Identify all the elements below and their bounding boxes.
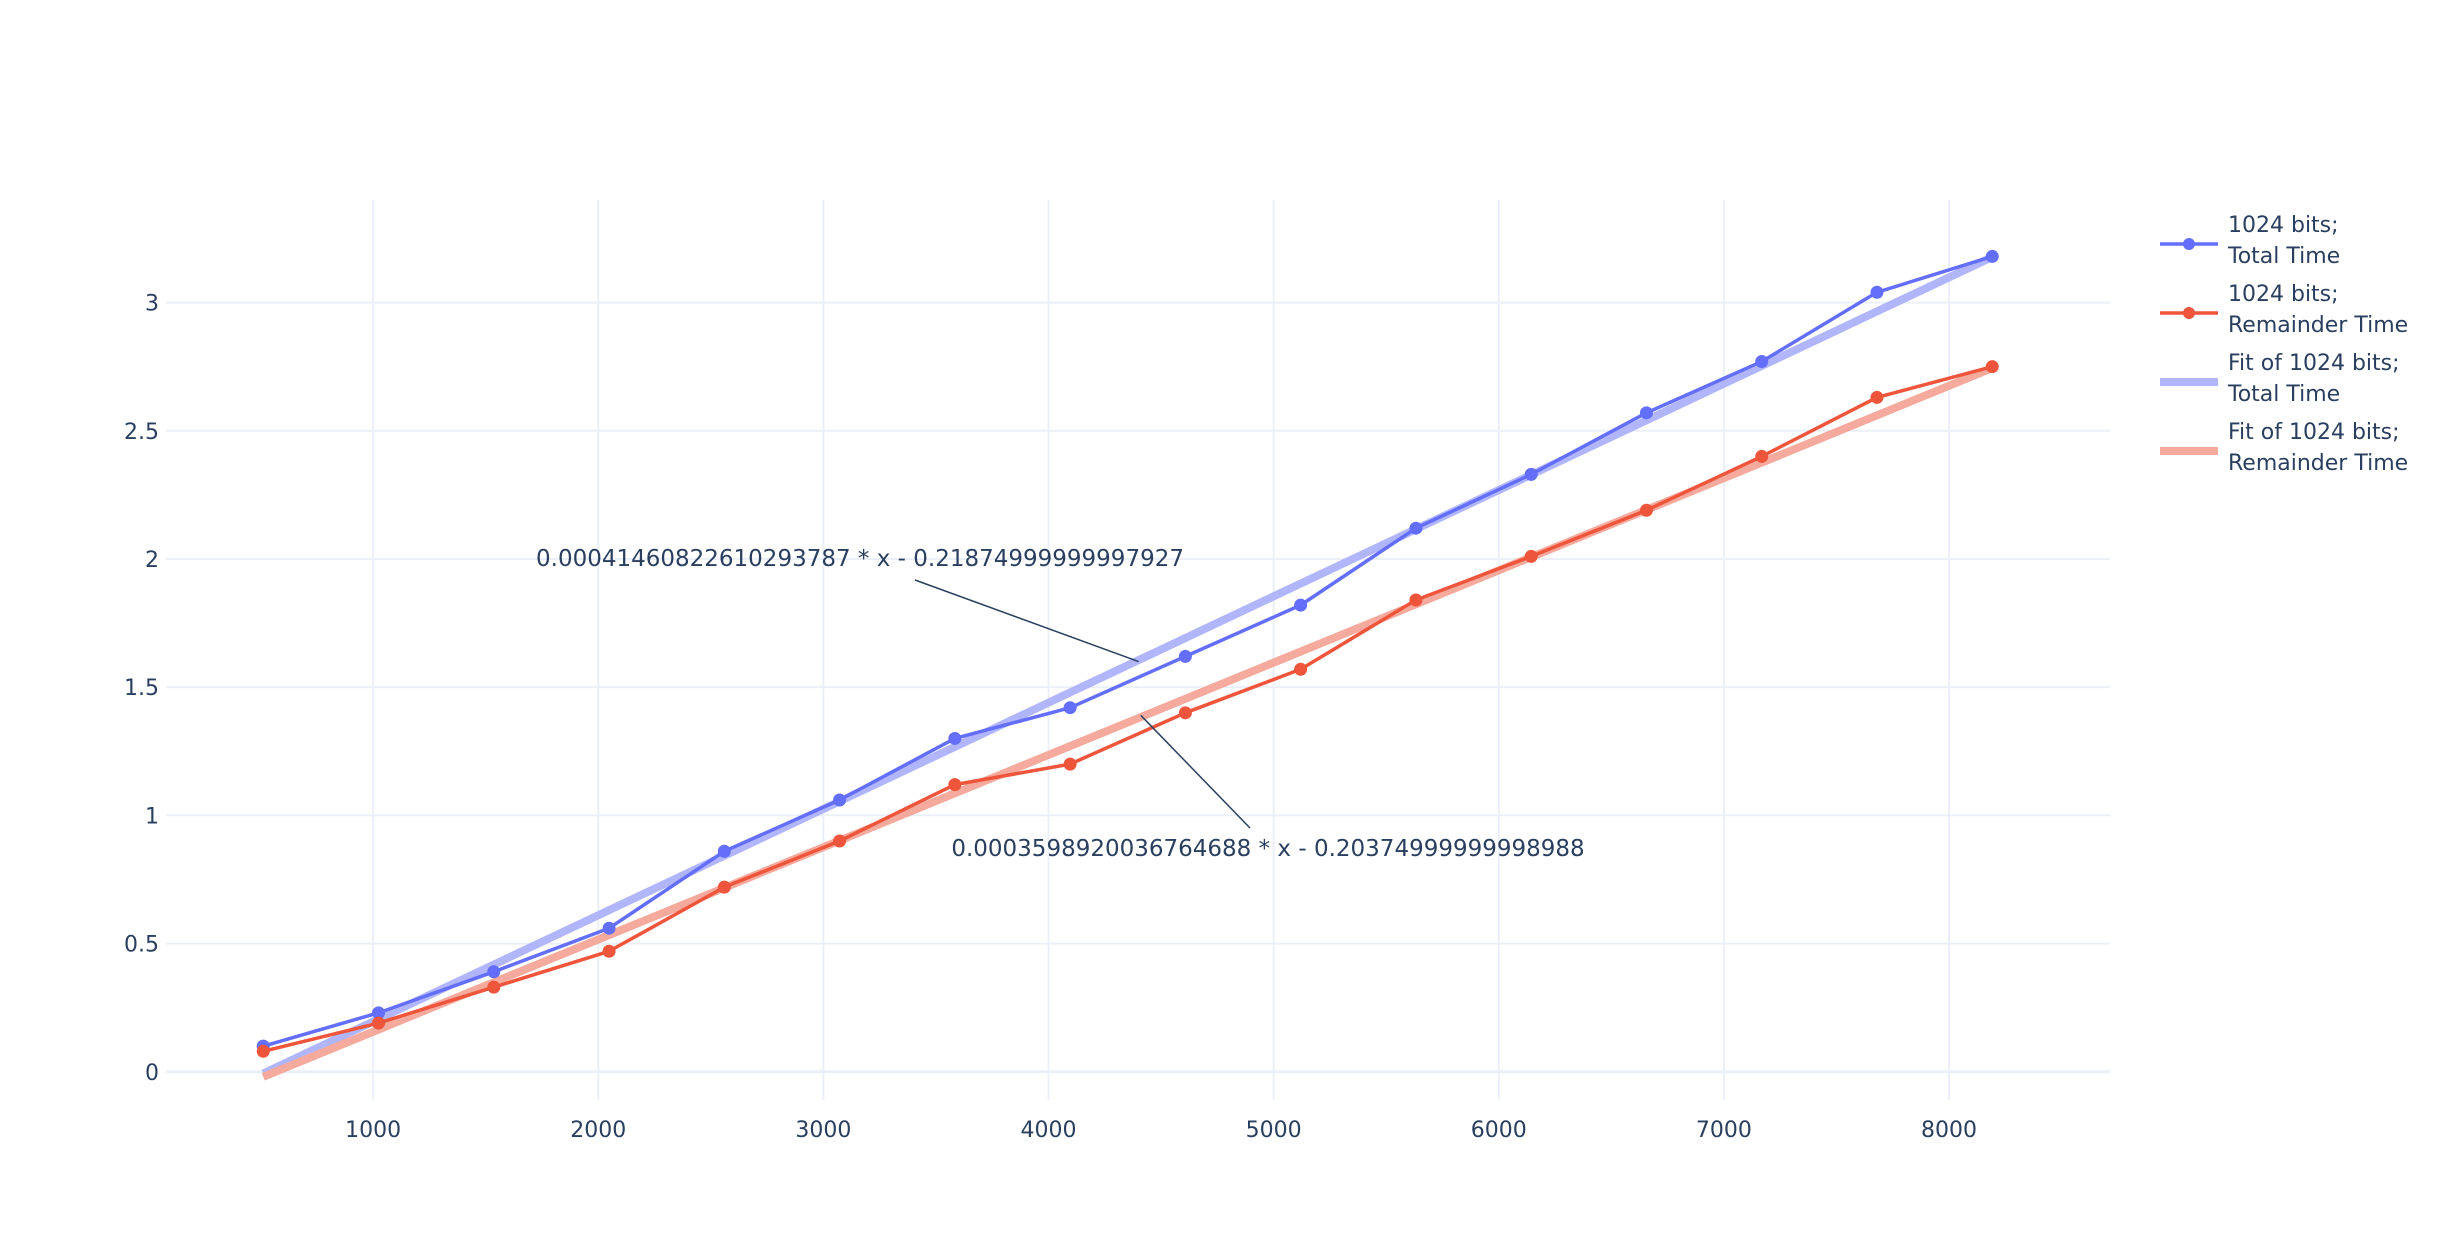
x-tick-label: 4000 — [1021, 1118, 1077, 1143]
annotation-fit-total: 0.00041460822610293787 * x - 0.218749999… — [536, 546, 1184, 572]
legend-label: Fit of 1024 bits; — [2228, 420, 2400, 445]
legend-item-2[interactable]: Fit of 1024 bits; Total Time — [2160, 351, 2400, 407]
data-point — [1755, 449, 1769, 463]
data-point — [1524, 467, 1538, 481]
y-tick-label: 1.5 — [124, 676, 159, 701]
data-point — [1409, 521, 1423, 535]
fit-line-2 — [261, 253, 1994, 1078]
legend[interactable]: 1024 bits; Total Time 1024 bits; Remainder … — [2160, 213, 2408, 476]
legend-label: 1024 bits; — [2228, 282, 2339, 307]
legend-label: Fit of 1024 bits; — [2228, 351, 2400, 376]
x-tick-label: 8000 — [1921, 1118, 1977, 1143]
y-tick-label: 0 — [145, 1061, 159, 1086]
x-tick-label: 3000 — [795, 1118, 851, 1143]
data-point — [1409, 593, 1423, 607]
data-point — [1639, 503, 1653, 517]
annotations: 0.00041460822610293787 * x - 0.218749999… — [536, 546, 1585, 862]
data-point — [1294, 598, 1308, 612]
legend-label: Total Time — [2227, 382, 2340, 407]
legend-label: 1024 bits; — [2228, 213, 2339, 238]
x-tick-label: 5000 — [1246, 1118, 1302, 1143]
y-tick-label: 3 — [145, 292, 159, 317]
y-tick-label: 0.5 — [124, 933, 159, 958]
series-line-0 — [262, 254, 1993, 1048]
x-tick-label: 7000 — [1696, 1118, 1752, 1143]
legend-label: Remainder Time — [2228, 313, 2408, 338]
fit-lines — [261, 253, 1994, 1081]
series-line-1 — [262, 364, 1993, 1053]
legend-item-3[interactable]: Fit of 1024 bits; Remainder Time — [2160, 420, 2408, 476]
data-point — [602, 921, 616, 935]
data-point — [1985, 360, 1999, 374]
data-point — [948, 731, 962, 745]
data-point — [833, 793, 847, 807]
data-point — [1063, 757, 1077, 771]
data-series — [256, 249, 1999, 1058]
data-point — [372, 1006, 386, 1020]
annotation-arrow — [914, 579, 1139, 663]
y-axis-ticks: 0 0.5 1 1.5 2 2.5 3 — [124, 292, 159, 1086]
legend-label: Remainder Time — [2228, 451, 2408, 476]
x-tick-label: 6000 — [1471, 1118, 1527, 1143]
data-point — [372, 1016, 386, 1030]
x-tick-label: 2000 — [570, 1118, 626, 1143]
data-point — [602, 944, 616, 958]
data-point — [717, 844, 731, 858]
legend-item-1[interactable]: 1024 bits; Remainder Time — [2160, 282, 2408, 338]
data-point — [487, 980, 501, 994]
data-point — [487, 965, 501, 979]
data-point — [256, 1044, 270, 1058]
fit-line-3 — [261, 364, 1994, 1081]
annotation-arrow — [1140, 714, 1251, 829]
data-point — [948, 778, 962, 792]
data-point — [717, 880, 731, 894]
x-tick-label: 1000 — [345, 1118, 401, 1143]
data-point — [1063, 701, 1077, 715]
legend-marker — [2183, 307, 2195, 319]
x-axis-ticks: 1000 2000 3000 4000 5000 6000 7000 8000 — [345, 1118, 1977, 1143]
legend-label: Total Time — [2227, 244, 2340, 269]
data-point — [833, 834, 847, 848]
y-tick-label: 1 — [145, 804, 159, 829]
data-point — [1294, 662, 1308, 676]
data-point — [1985, 249, 1999, 263]
legend-marker — [2183, 238, 2195, 250]
data-point — [1870, 285, 1884, 299]
y-tick-label: 2.5 — [124, 420, 159, 445]
data-point — [1524, 549, 1538, 563]
data-point — [1178, 706, 1192, 720]
data-point — [1639, 406, 1653, 420]
data-point — [1755, 355, 1769, 369]
legend-item-0[interactable]: 1024 bits; Total Time — [2160, 213, 2340, 269]
y-tick-label: 2 — [145, 548, 159, 573]
data-point — [1870, 390, 1884, 404]
annotation-fit-remainder: 0.0003598920036764688 * x - 0.2037499999… — [951, 836, 1584, 862]
gridlines — [166, 200, 2110, 1100]
data-point — [1178, 649, 1192, 663]
